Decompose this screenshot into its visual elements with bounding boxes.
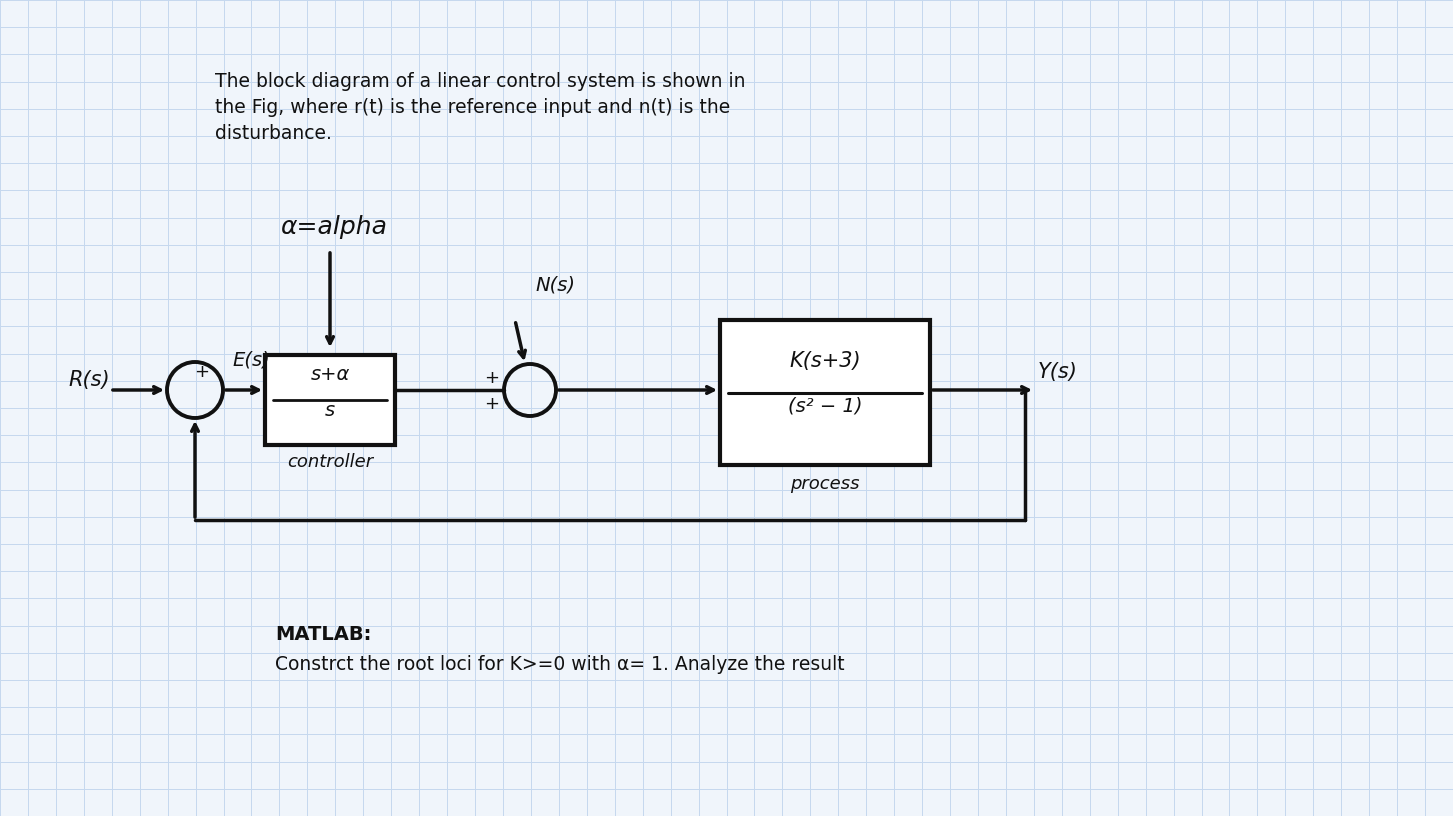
Text: s+α: s+α	[311, 365, 350, 384]
Text: +: +	[484, 395, 500, 413]
Text: Y(s): Y(s)	[1037, 362, 1078, 382]
Text: K(s+3): K(s+3)	[789, 351, 860, 370]
Text: process: process	[790, 475, 860, 493]
Text: controller: controller	[286, 453, 373, 471]
Text: disturbance.: disturbance.	[215, 124, 331, 143]
Text: the Fig, where r(t) is the reference input and n(t) is the: the Fig, where r(t) is the reference inp…	[215, 98, 731, 117]
Text: E(s): E(s)	[232, 351, 270, 370]
Text: +: +	[195, 363, 209, 381]
Text: α=alpha: α=alpha	[280, 215, 386, 239]
Bar	[721, 320, 930, 465]
Text: R(s): R(s)	[68, 370, 109, 390]
Text: The block diagram of a linear control system is shown in: The block diagram of a linear control sy…	[215, 72, 745, 91]
Text: N(s): N(s)	[535, 276, 575, 295]
Text: (s² − 1): (s² − 1)	[788, 397, 862, 416]
Text: s: s	[325, 401, 336, 419]
Bar	[264, 355, 395, 445]
Text: MATLAB:: MATLAB:	[275, 625, 372, 644]
Text: Constrct the root loci for K>=0 with α= 1. Analyze the result: Constrct the root loci for K>=0 with α= …	[275, 655, 844, 674]
Text: +: +	[484, 369, 500, 387]
